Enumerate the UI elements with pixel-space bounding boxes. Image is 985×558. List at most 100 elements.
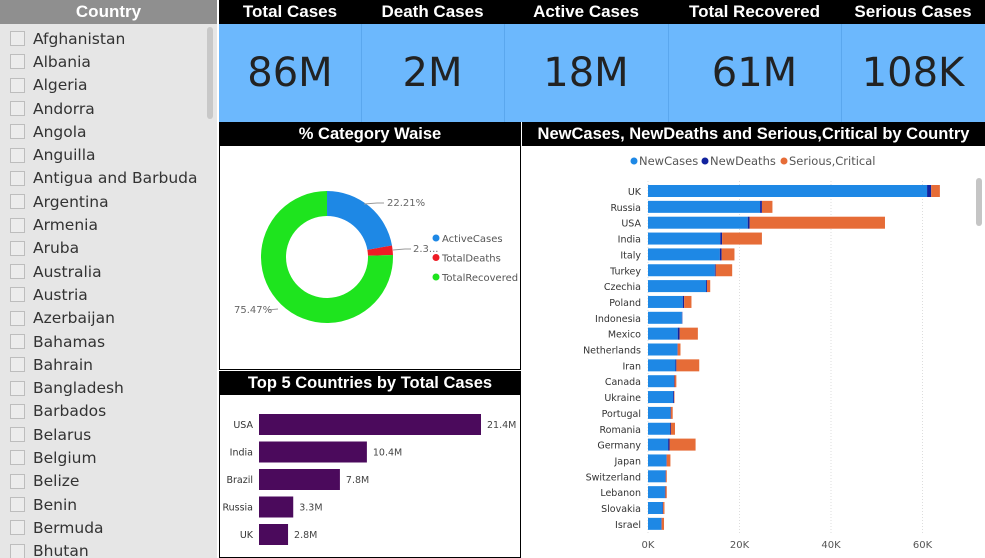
chart-scrollbar[interactable] — [976, 178, 982, 226]
bar-segment — [648, 406, 671, 419]
legend-label: Serious,Critical — [789, 154, 876, 168]
top5-chart[interactable]: USA 21.4M India 10.4M Brazil 7.8M Russia 3.3M UK… — [220, 395, 520, 557]
kpi-divider — [841, 24, 842, 122]
bar-segment — [682, 295, 685, 308]
x-tick-label: 20K — [730, 540, 750, 551]
kpi-title: Active Cases — [504, 0, 668, 24]
slicer-item[interactable]: Bahamas — [0, 330, 205, 353]
slicer-item[interactable]: Argentina — [0, 190, 205, 213]
slicer-item[interactable]: Austria — [0, 283, 205, 306]
kpi-value: 18M — [543, 50, 629, 96]
slicer-item[interactable]: Bangladesh — [0, 376, 205, 399]
slicer-item[interactable]: Andorra — [0, 97, 205, 120]
category-label: Japan — [614, 456, 642, 467]
slicer-item[interactable]: Bahrain — [0, 353, 205, 376]
kpi-value: 86M — [247, 50, 333, 96]
checkbox[interactable] — [10, 147, 25, 163]
slicer-item-label: Angola — [33, 122, 87, 141]
checkbox[interactable] — [10, 77, 25, 93]
checkbox[interactable] — [10, 194, 25, 210]
slicer-item-label: Bermuda — [33, 518, 104, 537]
category-label: Switzerland — [586, 472, 641, 483]
legend-marker — [701, 157, 709, 165]
slicer-item[interactable]: Bermuda — [0, 516, 205, 539]
donut-panel: 22.21% 2.3... 75.47% ActiveCases TotalDeaths… — [219, 146, 521, 370]
slicer-item[interactable]: Benin — [0, 493, 205, 516]
slicer-item[interactable]: Belize — [0, 470, 205, 493]
checkbox[interactable] — [10, 31, 25, 47]
kpi-value: 2M — [402, 50, 463, 96]
bar-segment — [648, 359, 676, 372]
slicer-item[interactable]: Anguilla — [0, 143, 205, 166]
checkbox[interactable] — [10, 497, 25, 513]
bar-segment — [648, 327, 678, 340]
slicer-item[interactable]: Australia — [0, 260, 205, 283]
kpi-value: 108K — [861, 50, 965, 96]
bar-segment — [714, 264, 716, 277]
category-label: USA — [621, 219, 641, 230]
data-label: 3.3M — [299, 503, 322, 514]
slicer-item[interactable]: Azerbaijan — [0, 307, 205, 330]
slicer-item[interactable]: Bhutan — [0, 540, 205, 558]
checkbox[interactable] — [10, 450, 25, 466]
category-label: Lebanon — [600, 488, 641, 499]
checkbox[interactable] — [10, 101, 25, 117]
slicer-item-label: Andorra — [33, 99, 95, 118]
top5-title: Top 5 Countries by Total Cases — [219, 371, 521, 395]
x-tick-label: 60K — [913, 540, 933, 551]
kpi-divider — [361, 24, 362, 122]
slicer-item-label: Armenia — [33, 216, 98, 235]
slicer-list: Afghanistan Albania Algeria Andorra Angola An… — [0, 27, 205, 558]
slicer-item[interactable]: Albania — [0, 50, 205, 73]
slicer-item[interactable]: Belarus — [0, 423, 205, 446]
checkbox[interactable] — [10, 543, 25, 558]
bar-segment — [648, 295, 683, 308]
checkbox[interactable] — [10, 264, 25, 280]
slice-label: 75.47% — [234, 305, 272, 316]
category-label: Israel — [615, 520, 641, 531]
stacked-chart[interactable]: NewCases NewDeaths Serious,Critical 0K 20K 40… — [522, 146, 985, 558]
checkbox[interactable] — [10, 520, 25, 536]
bar-segment — [648, 502, 663, 514]
checkbox[interactable] — [10, 124, 25, 140]
bar — [259, 441, 367, 463]
slicer-item[interactable]: Antigua and Barbuda — [0, 167, 205, 190]
checkbox[interactable] — [10, 427, 25, 443]
checkbox[interactable] — [10, 403, 25, 419]
checkbox[interactable] — [10, 380, 25, 396]
slicer-item[interactable]: Algeria — [0, 74, 205, 97]
category-label: Turkey — [609, 266, 641, 277]
checkbox[interactable] — [10, 240, 25, 256]
checkbox[interactable] — [10, 287, 25, 303]
checkbox[interactable] — [10, 334, 25, 349]
legend-label: NewDeaths — [710, 154, 776, 168]
slicer-item[interactable]: Afghanistan — [0, 27, 205, 50]
slicer-item[interactable]: Angola — [0, 120, 205, 143]
slicer-item[interactable]: Aruba — [0, 237, 205, 260]
donut-chart[interactable]: 22.21% 2.3... 75.47% ActiveCases TotalDeaths… — [220, 146, 520, 368]
slicer-scrollbar[interactable] — [207, 27, 213, 119]
bar-segment — [648, 391, 674, 404]
slicer-item-label: Azerbaijan — [33, 309, 115, 328]
checkbox[interactable] — [10, 310, 25, 326]
donut-title: % Category Waise — [219, 122, 521, 146]
bar — [259, 469, 340, 490]
checkbox[interactable] — [10, 170, 25, 186]
bar-segment — [648, 375, 675, 388]
leader-line — [267, 308, 279, 311]
checkbox[interactable] — [10, 54, 25, 70]
bar-segment — [663, 502, 665, 514]
kpi-value: 61M — [711, 50, 798, 96]
category-label: Mexico — [608, 330, 641, 341]
checkbox[interactable] — [10, 473, 25, 489]
slicer-item[interactable]: Belgium — [0, 446, 205, 469]
checkbox[interactable] — [10, 357, 25, 373]
slicer-item[interactable]: Armenia — [0, 213, 205, 236]
kpi-card-death-cases: Death Cases 2M — [361, 0, 504, 122]
checkbox[interactable] — [10, 217, 25, 233]
category-label: USA — [233, 420, 253, 431]
bar-segment — [760, 200, 762, 213]
bar-segment — [931, 185, 940, 197]
slicer-item[interactable]: Barbados — [0, 400, 205, 423]
bar-segment — [749, 216, 885, 229]
